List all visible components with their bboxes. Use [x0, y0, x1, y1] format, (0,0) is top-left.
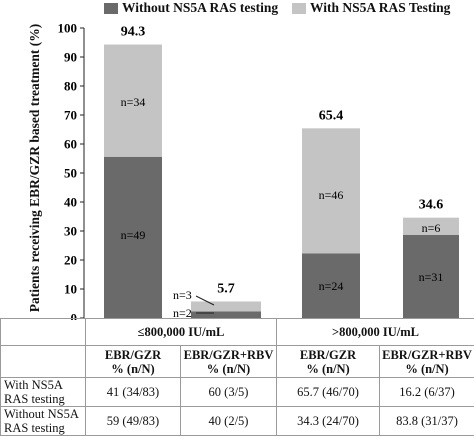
bar-segment-without — [191, 311, 261, 318]
table-row-with: With NS5A RAS testing 41 (34/83) 60 (3/5… — [1, 378, 474, 407]
table-row-without: Without NS5A RAS testing 59 (49/83) 40 (… — [1, 407, 474, 436]
table-corner-cell — [1, 346, 86, 378]
y-tick-label: 70 — [64, 108, 77, 123]
bar-total-label: 65.4 — [319, 108, 344, 123]
column-header: EBR/GZR+RBV % (n/N) — [380, 346, 474, 378]
bar-total-label: 94.3 — [121, 25, 146, 40]
table-cell: 34.3 (24/70) — [277, 407, 380, 436]
bar-count-label: n=49 — [121, 228, 146, 242]
table-cell: 83.8 (31/37) — [380, 407, 474, 436]
table-cell: 60 (3/5) — [181, 378, 277, 407]
y-tick-label: 90 — [64, 50, 77, 65]
y-tick-label: 30 — [64, 224, 77, 239]
bar-total-label: 34.6 — [419, 198, 444, 213]
column-header: EBR/GZR % (n/N) — [86, 346, 181, 378]
bar-count-label: n=3 — [173, 288, 192, 302]
column-header: EBR/GZR % (n/N) — [277, 346, 380, 378]
bar-total-label: 5.7 — [217, 281, 235, 296]
y-tick-label: 20 — [64, 253, 77, 268]
y-tick-label: 80 — [64, 79, 77, 94]
bar-count-label: n=6 — [422, 221, 441, 235]
table-cell: 41 (34/83) — [86, 378, 181, 407]
data-table: ≤800,000 IU/mL >800,000 IU/mL EBR/GZR % … — [0, 318, 474, 436]
column-header: EBR/GZR+RBV % (n/N) — [181, 346, 277, 378]
y-tick-label: 50 — [64, 166, 77, 181]
group-header-high: >800,000 IU/mL — [277, 319, 474, 346]
row-label: With NS5A RAS testing — [1, 378, 86, 407]
y-tick-label: 60 — [64, 137, 77, 152]
bar-segment-with — [191, 301, 261, 311]
table-cell: 40 (2/5) — [181, 407, 277, 436]
table-cell: 65.7 (46/70) — [277, 378, 380, 407]
table-cell: 59 (49/83) — [86, 407, 181, 436]
group-header-low: ≤800,000 IU/mL — [86, 319, 277, 346]
bar-count-label: n=46 — [319, 188, 344, 202]
row-label: Without NS5A RAS testing — [1, 407, 86, 436]
y-tick-label: 100 — [58, 21, 78, 36]
y-tick-label: 10 — [64, 282, 77, 297]
bar-count-label: n=34 — [121, 95, 146, 109]
y-tick-label: 40 — [64, 195, 77, 210]
table-corner-cell — [1, 319, 86, 346]
bar-count-label: n=24 — [319, 279, 344, 293]
bar-count-label: n=31 — [419, 270, 444, 284]
table-cell: 16.2 (6/37) — [380, 378, 474, 407]
